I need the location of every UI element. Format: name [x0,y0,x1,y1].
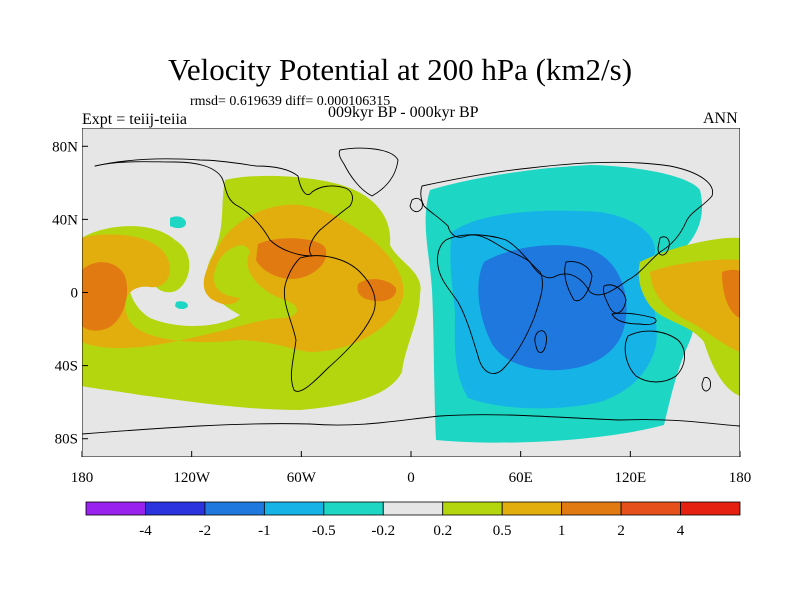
coastline-southeast-asia [603,284,627,314]
coastline-indonesia [611,312,657,325]
colorbar-swatch [85,501,146,516]
map-title: Velocity Potential at 200 hPa (km2/s) [167,52,633,87]
contour-fill-plus-1-westpac [722,269,740,318]
longitude-tick-label: 180 [729,470,752,486]
statistics-label: rmsd= 0.619639 diff= 0.000106315 [190,94,391,109]
contour-fill-pacific-0.2 [175,301,188,309]
map-plot-area [82,128,740,457]
coastline-madagascar [534,330,547,353]
colorbar-level-label: 1 [558,523,566,539]
longitude-tick-label: 60E [509,470,533,486]
coastline-antarctica [82,414,740,435]
experiment-label: Expt = teiij-teiia [82,111,187,128]
colorbar: -4 -2 -1 -0.5 -0.2 0.2 0.5 1 2 4 [85,501,741,539]
colorbar-swatch [263,501,325,516]
latitude-axis: 80N 40N 0 40S 80S [52,139,88,448]
colorbar-swatch [501,501,563,516]
latitude-tick-label: 80N [52,139,78,155]
positive-anomaly-region [82,175,740,410]
colorbar-swatch [620,501,681,516]
contour-fill-plus-1-americas [256,238,327,279]
contour-fill-plus-0.5-westpac [650,259,740,352]
period-label: 009kyr BP - 000kyr BP [328,104,479,121]
colorbar-level-label: -4 [139,523,152,539]
colorbar-swatch [680,501,741,516]
coastline-north-america [94,158,353,257]
colorbar-swatch [204,501,265,516]
colorbar-level-label: -0.5 [312,523,336,539]
longitude-axis: 180 120W 60W 0 60E 120E 180 [71,451,752,486]
longitude-tick-label: 120E [614,470,646,486]
contour-fill-plus-0.5 [82,204,404,352]
coastline-africa [437,234,543,374]
season-label: ANN [703,110,738,127]
coastline-south-america [284,255,376,392]
colorbar-level-label: 2 [617,523,625,539]
contour-fill-plus-1-atlantic [357,279,397,302]
longitude-tick-label: 120W [173,470,211,486]
colorbar-swatch [561,501,622,516]
latitude-tick-label: 40S [55,359,78,375]
coastline-australia [624,330,685,383]
colorbar-swatch [442,501,503,516]
contour-fill-plus-1-central-pacific [82,262,128,331]
latitude-tick-label: 0 [71,286,79,302]
coastlines [82,147,740,435]
coastline-europe-asia [420,161,714,296]
longitude-tick-label: 180 [71,470,94,486]
coastline-india [564,261,593,302]
coastline-new-zealand [701,377,711,392]
colorbar-level-label: -0.2 [371,523,395,539]
longitude-tick-label: 60W [287,470,317,486]
longitude-tick-label: 0 [407,470,415,486]
contour-fill-indopacific-0.2 [170,216,186,229]
colorbar-swatch [323,501,384,516]
latitude-tick-label: 80S [55,432,78,448]
coastline-greenland [338,147,399,197]
colorbar-level-label: 0.5 [493,523,512,539]
coastline-japan [657,236,670,256]
colorbar-swatch [145,501,206,516]
colorbar-level-label: 0.2 [433,523,452,539]
colorbar-level-label: -1 [258,523,271,539]
contour-fill-minus-1 [478,245,627,371]
colorbar-level-label: -2 [199,523,212,539]
colorbar-level-label: 4 [677,523,685,539]
coastline-british-isles [409,197,423,213]
latitude-tick-label: 40N [52,212,78,228]
colorbar-swatch [382,501,444,516]
